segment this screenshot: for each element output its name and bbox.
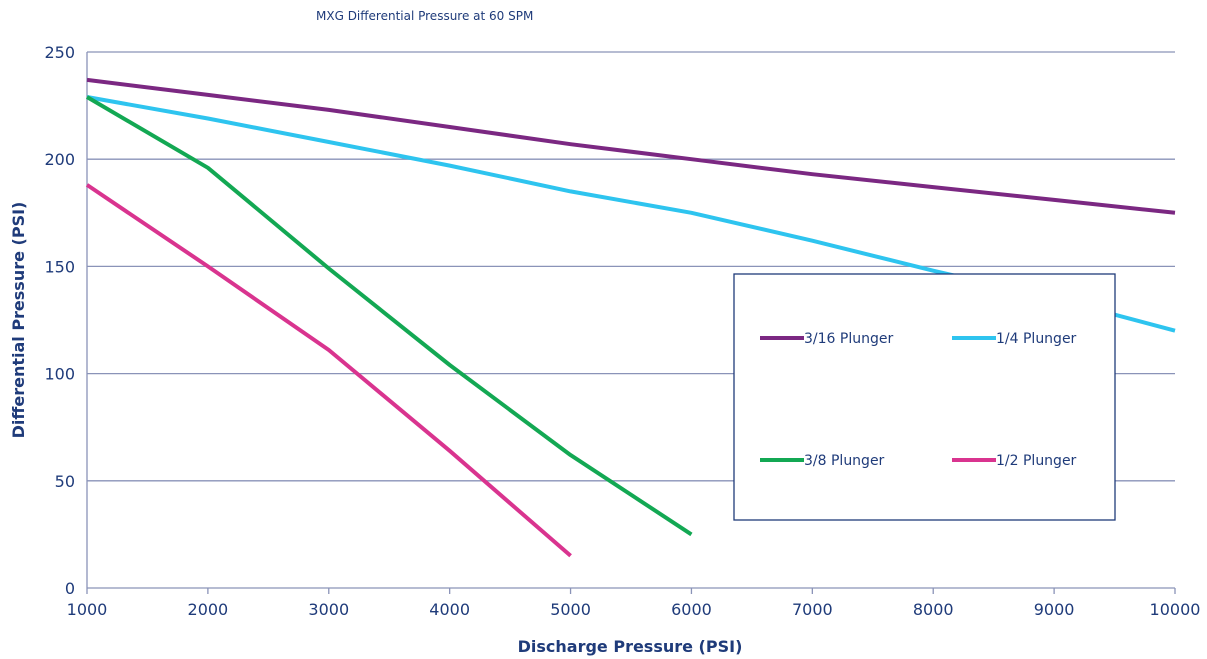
x-tick-label: 9000 (1034, 600, 1075, 619)
x-tick-label: 8000 (913, 600, 954, 619)
series-line-0 (86, 77, 1176, 215)
x-tick-label: 3000 (308, 600, 349, 619)
chart-title: MXG Differential Pressure at 60 SPM (316, 9, 533, 23)
x-axis-label: Discharge Pressure (PSI) (518, 637, 743, 656)
legend-label: 1/4 Plunger (996, 331, 1077, 347)
legend-label: 3/8 Plunger (804, 453, 885, 469)
legend: 3/16 Plunger 1/4 Plunger 3/8 Plunger 1/2 Pl… (733, 273, 1116, 521)
y-tick-label: 0 (65, 579, 75, 598)
x-tick-label: 1000 (67, 600, 108, 619)
x-tick-label: 5000 (550, 600, 591, 619)
legend-label: 3/16 Plunger (804, 331, 893, 347)
y-axis-ticks: 0 50 100 150 200 250 (44, 43, 75, 598)
y-tick-label: 100 (44, 365, 75, 384)
y-tick-label: 50 (55, 472, 75, 491)
x-tick-label: 7000 (792, 600, 833, 619)
legend-label: 1/2 Plunger (996, 453, 1077, 469)
y-tick-label: 150 (44, 257, 75, 276)
x-tick-label: 4000 (429, 600, 470, 619)
y-tick-label: 250 (44, 43, 75, 62)
x-axis-ticks: 1000 2000 3000 4000 5000 6000 7000 8000 9000 1000… (67, 588, 1201, 619)
series-line-3 (85, 183, 572, 558)
x-tick-label: 10000 (1150, 600, 1201, 619)
y-tick-label: 200 (44, 150, 75, 169)
x-tick-label: 2000 (188, 600, 229, 619)
x-tick-label: 6000 (671, 600, 712, 619)
series-line-2 (85, 95, 693, 537)
y-axis-label: Differential Pressure (PSI) (9, 202, 28, 439)
legend-box (733, 273, 1116, 521)
